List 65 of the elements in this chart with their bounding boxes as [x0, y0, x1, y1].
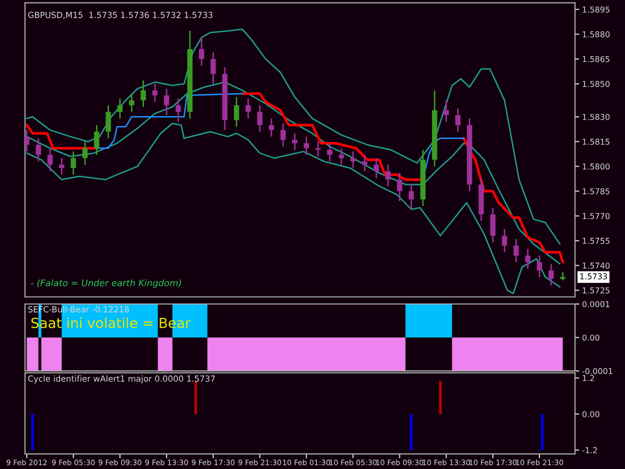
y-tick-label: -0.0001 [582, 368, 612, 374]
candlestick [152, 83, 158, 103]
y-tick-label: 0.0001 [582, 301, 610, 308]
candlestick [257, 104, 262, 132]
candlestick [548, 263, 554, 286]
y-tick-label: 1.5815 [582, 138, 610, 145]
candlestick [246, 98, 251, 120]
candlestick [94, 124, 100, 156]
line-series [96, 92, 244, 149]
candlestick [82, 140, 88, 166]
y-tick-label: 1.5725 [582, 287, 610, 294]
candlestick [47, 148, 53, 172]
line-series [26, 122, 561, 294]
candlestick [70, 150, 76, 176]
text: 1.5733 [580, 273, 607, 280]
line-series [26, 28, 561, 245]
y-tick-label: 1.5865 [582, 56, 610, 62]
candlestick [362, 154, 368, 172]
candlestick [268, 118, 274, 138]
candlestick [292, 132, 298, 151]
candlestick [536, 254, 542, 278]
y-tick-label: 1.5850 [582, 80, 610, 87]
candlestick [338, 148, 344, 166]
candlestick [350, 150, 356, 169]
y-tick-label: 1.5740 [582, 262, 610, 269]
y-tick-label: 0.00 [582, 334, 600, 341]
candlestick [514, 238, 519, 263]
y-tick-label: 0.00 [582, 411, 600, 418]
candlestick [117, 98, 123, 120]
candlestick [140, 80, 146, 108]
y-tick-label: 1.5880 [582, 31, 610, 38]
candlestick [198, 36, 204, 66]
y-tick-label: 1.5895 [582, 6, 610, 13]
candlestick [385, 164, 391, 187]
y-tick-label: 1.5785 [582, 188, 610, 194]
candlestick [280, 122, 286, 148]
annotation: - (Falato = Under earth Kingdom) [30, 279, 181, 288]
candlestick [525, 248, 530, 270]
candlestick [490, 206, 496, 244]
candlestick [374, 157, 379, 179]
y-tick-label: 1.5755 [582, 238, 610, 244]
candlestick [327, 142, 332, 162]
candlestick [397, 172, 402, 202]
y-tick-label: 1.5800 [582, 163, 610, 170]
candlestick [502, 228, 508, 253]
y-tick-label: 1.5770 [582, 213, 610, 220]
candlestick [560, 271, 566, 282]
candlestick [164, 88, 170, 116]
chart-title: Cycle identifier wAlert1 major 0.0000 1.5737 [28, 375, 215, 384]
y-tick-label: 1.5830 [582, 114, 610, 120]
candlestick [455, 108, 461, 132]
y-tick-label: 1.2 [582, 375, 594, 382]
candlestick [36, 138, 42, 162]
candlestick [210, 52, 216, 84]
candlestick [234, 96, 240, 128]
candlestick [408, 184, 414, 210]
y-tick-label: -1.2 [582, 447, 597, 454]
candlestick [176, 98, 181, 122]
candlestick [315, 140, 321, 158]
candlestick [444, 100, 449, 122]
candlestick [304, 136, 310, 156]
candlestick [59, 157, 64, 176]
candlestick [106, 104, 111, 139]
text: GBPUSD,M15 1.5735 1.5736 1.5732 1.5733 [28, 12, 212, 19]
candlestick [25, 129, 30, 152]
